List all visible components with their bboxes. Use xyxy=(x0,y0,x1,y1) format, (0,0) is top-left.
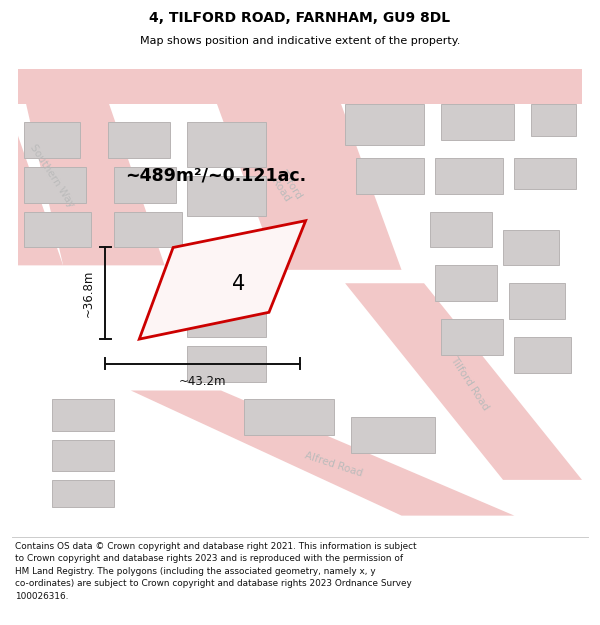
Polygon shape xyxy=(108,122,170,158)
Text: 4: 4 xyxy=(232,274,245,294)
Polygon shape xyxy=(52,439,114,471)
Text: ~43.2m: ~43.2m xyxy=(179,375,226,388)
Polygon shape xyxy=(139,221,305,339)
Polygon shape xyxy=(514,158,577,189)
Polygon shape xyxy=(52,480,114,507)
Polygon shape xyxy=(52,399,114,431)
Polygon shape xyxy=(441,104,514,140)
Text: Tilford
Road: Tilford Road xyxy=(268,168,304,207)
Polygon shape xyxy=(187,122,266,167)
Polygon shape xyxy=(345,283,582,480)
Text: Tilford Road: Tilford Road xyxy=(448,355,490,412)
Polygon shape xyxy=(351,418,436,453)
Polygon shape xyxy=(430,212,492,248)
Polygon shape xyxy=(187,292,266,337)
Polygon shape xyxy=(345,104,424,145)
Polygon shape xyxy=(514,337,571,372)
Polygon shape xyxy=(23,212,91,248)
Polygon shape xyxy=(509,283,565,319)
Polygon shape xyxy=(204,69,401,270)
Polygon shape xyxy=(244,399,334,435)
Text: 4, TILFORD ROAD, FARNHAM, GU9 8DL: 4, TILFORD ROAD, FARNHAM, GU9 8DL xyxy=(149,11,451,25)
Text: ~36.8m: ~36.8m xyxy=(82,269,95,317)
Polygon shape xyxy=(187,176,266,216)
Polygon shape xyxy=(436,158,503,194)
Polygon shape xyxy=(114,167,176,202)
Polygon shape xyxy=(18,69,164,266)
Text: Contains OS data © Crown copyright and database right 2021. This information is : Contains OS data © Crown copyright and d… xyxy=(15,542,416,601)
Polygon shape xyxy=(23,167,86,202)
Polygon shape xyxy=(18,69,582,104)
Text: Map shows position and indicative extent of the property.: Map shows position and indicative extent… xyxy=(140,36,460,46)
Polygon shape xyxy=(356,158,424,194)
Polygon shape xyxy=(18,136,63,266)
Text: ~489m²/~0.121ac.: ~489m²/~0.121ac. xyxy=(125,167,306,185)
Polygon shape xyxy=(503,229,559,266)
Polygon shape xyxy=(114,212,182,248)
Text: Southern Way: Southern Way xyxy=(28,142,76,209)
Polygon shape xyxy=(187,346,266,381)
Polygon shape xyxy=(436,266,497,301)
Polygon shape xyxy=(531,104,577,136)
Polygon shape xyxy=(131,391,514,516)
Polygon shape xyxy=(441,319,503,355)
Polygon shape xyxy=(23,122,80,158)
Text: Alfred Road: Alfred Road xyxy=(304,450,364,478)
